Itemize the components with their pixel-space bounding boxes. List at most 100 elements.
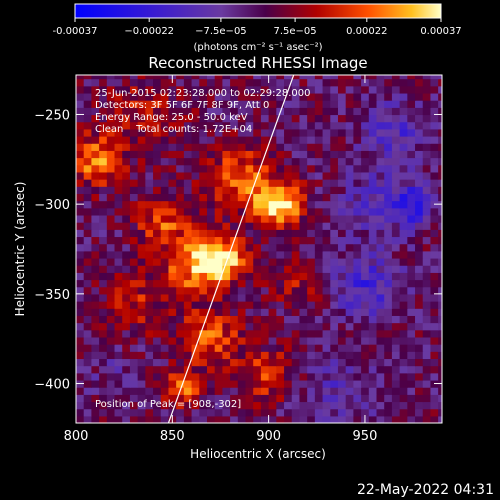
heat-cell [83, 75, 93, 80]
heat-cell [260, 107, 270, 116]
heat-cell [422, 408, 432, 417]
heat-cell [222, 128, 231, 137]
heat-cell [153, 329, 162, 338]
heat-cell [91, 164, 100, 173]
heat-cell [206, 75, 216, 80]
heat-cell [214, 308, 223, 316]
heat-cell [199, 100, 208, 108]
heat-cell [237, 92, 247, 101]
heat-cell [106, 308, 116, 316]
heat-cell [199, 85, 208, 94]
heat-cell [114, 150, 123, 159]
heat-cell [361, 193, 370, 202]
heat-cell [230, 107, 239, 116]
heat-cell [160, 308, 170, 316]
heat-cell [168, 358, 177, 367]
heat-cell [376, 394, 385, 403]
heat-cell [345, 171, 354, 180]
heat-cell [376, 265, 385, 273]
heat-cell [206, 193, 216, 202]
heat-cell [407, 85, 416, 94]
heat-cell [422, 164, 432, 173]
heat-cell [353, 214, 362, 223]
heat-cell [399, 351, 408, 360]
heat-cell [91, 186, 100, 194]
heat-cell [430, 315, 439, 324]
heat-cell [330, 100, 339, 108]
heat-cell [368, 193, 378, 202]
heat-cell [307, 301, 316, 309]
heat-cell [245, 78, 254, 87]
heat-cell [314, 415, 324, 423]
heat-cell [291, 301, 301, 309]
heat-cell [253, 236, 262, 245]
heat-cell [214, 387, 223, 395]
heat-cell [245, 344, 254, 352]
heat-cell [129, 301, 139, 309]
heat-cell [368, 257, 378, 266]
heat-cell [106, 365, 116, 374]
heat-cell [291, 279, 301, 288]
heat-cell [245, 135, 254, 144]
heat-cell [230, 222, 239, 230]
heat-cell [291, 200, 301, 209]
heat-cell [268, 344, 277, 352]
heat-cell [176, 372, 185, 381]
heat-cell [83, 365, 93, 374]
heat-cell [114, 236, 123, 245]
heat-cell [129, 365, 139, 374]
heat-cell [199, 394, 208, 403]
heat-cell [307, 143, 316, 151]
heat-cell [438, 243, 442, 252]
heat-cell [384, 107, 393, 116]
heat-cell [129, 358, 139, 367]
heat-cell [415, 315, 424, 324]
heat-cell [106, 222, 116, 230]
heat-cell [237, 329, 247, 338]
heat-cell [330, 207, 339, 216]
heat-cell [430, 214, 439, 223]
heat-cell [99, 207, 108, 216]
heat-cell [268, 193, 277, 202]
heat-cell [245, 114, 254, 123]
heat-cell [260, 286, 270, 295]
heat-cell [106, 128, 116, 137]
heat-cell [276, 344, 285, 352]
heat-cell [322, 128, 331, 137]
heat-cell [415, 107, 424, 116]
heat-cell [183, 401, 193, 410]
heat-cell [291, 415, 301, 423]
heat-cell [307, 114, 316, 123]
heat-cell [307, 315, 316, 324]
heat-cell [422, 243, 432, 252]
heat-cell [153, 394, 162, 403]
heat-cell [391, 301, 401, 309]
heat-cell [183, 114, 193, 123]
heat-cell [168, 171, 177, 180]
heat-cell [168, 293, 177, 302]
heat-cell [253, 107, 262, 116]
heat-cell [353, 372, 362, 381]
heat-cell [160, 200, 170, 209]
heat-cell [284, 315, 293, 324]
heat-cell [145, 236, 154, 245]
heat-cell [345, 85, 354, 94]
heat-cell [337, 114, 347, 123]
heat-cell [368, 128, 378, 137]
heat-cell [191, 329, 200, 338]
heat-cell [168, 351, 177, 360]
heat-cell [345, 200, 354, 209]
heat-cell [353, 315, 362, 324]
heat-cell [376, 85, 385, 94]
heat-cell [314, 351, 324, 360]
heat-cell [337, 236, 347, 245]
heat-cell [284, 243, 293, 252]
heat-cell [322, 336, 331, 345]
heat-cell [129, 157, 139, 166]
heat-cell [99, 372, 108, 381]
heat-cell [160, 322, 170, 331]
heat-cell [376, 415, 385, 423]
heat-cell [183, 107, 193, 116]
heat-cell [260, 193, 270, 202]
heat-cell [206, 229, 216, 238]
